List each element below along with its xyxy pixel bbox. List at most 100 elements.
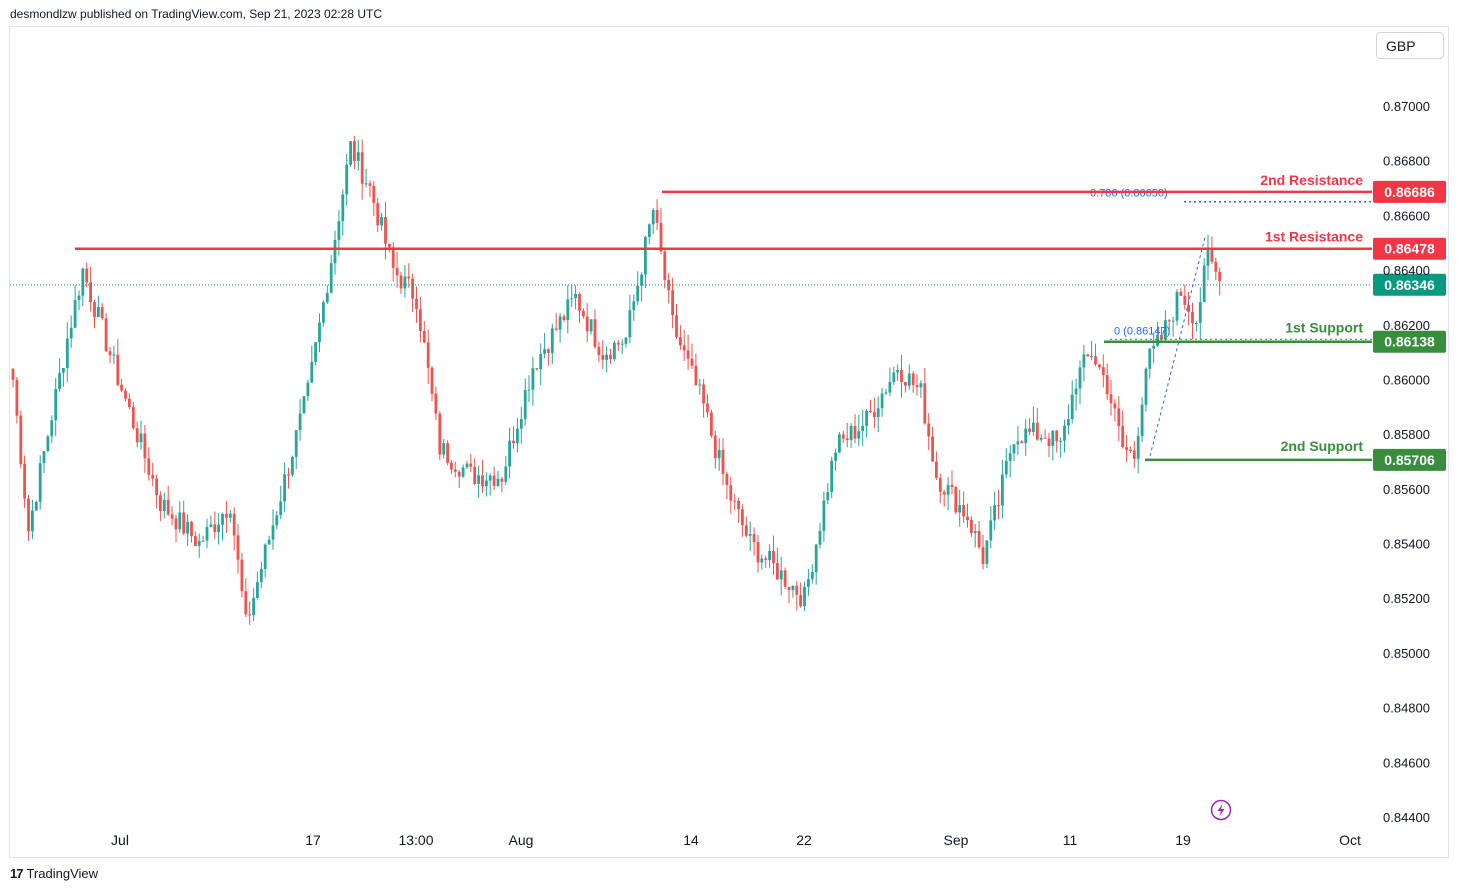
candle <box>469 453 473 473</box>
x-tick-label: 11 <box>1063 832 1078 848</box>
y-tick-label: 0.85000 <box>1383 646 1430 661</box>
candle <box>1129 446 1132 453</box>
candle <box>997 489 1000 520</box>
candle <box>849 423 853 448</box>
candle <box>1063 419 1066 453</box>
level-price-tag <box>1373 448 1446 471</box>
candle <box>954 485 958 515</box>
candle <box>325 285 329 304</box>
candle <box>861 409 865 447</box>
candle <box>585 303 589 343</box>
price-axis: 0.87000 0.86800 0.86600 0.86400 0.86200 0.860… <box>1383 99 1430 825</box>
candle <box>1191 302 1194 340</box>
candle <box>729 476 733 514</box>
last-price-text: 0.86346 <box>1384 277 1435 293</box>
candle <box>1074 378 1078 411</box>
candle <box>904 381 907 393</box>
candle <box>353 135 356 170</box>
candle <box>527 375 531 402</box>
candle <box>399 272 403 295</box>
currency-selector[interactable]: GBP <box>1376 32 1444 59</box>
candle <box>710 409 713 438</box>
candle <box>422 321 426 344</box>
candle <box>232 507 236 551</box>
candle <box>155 474 158 509</box>
candle <box>453 461 457 478</box>
level-label: 2nd Support <box>1281 438 1364 454</box>
tradingview-logo[interactable]: 17 TradingView <box>10 866 98 881</box>
level-1st-support[interactable]: 1st Support 0.86138 <box>1104 320 1446 353</box>
level-price-text: 0.86138 <box>1384 334 1435 350</box>
candle <box>1028 418 1031 436</box>
candle <box>446 440 449 466</box>
candle <box>1109 379 1113 416</box>
y-tick-label: 0.85800 <box>1383 427 1430 442</box>
candle <box>368 180 372 197</box>
candle <box>535 368 539 371</box>
candle <box>519 406 523 444</box>
candle <box>694 353 698 386</box>
candle <box>605 346 608 373</box>
y-tick-label: 0.85600 <box>1383 482 1430 497</box>
candle <box>1125 435 1128 463</box>
candle <box>609 348 612 364</box>
candle <box>108 347 112 364</box>
candle <box>1202 258 1206 303</box>
candle <box>1164 310 1167 342</box>
candle <box>554 313 558 332</box>
candle <box>376 197 380 232</box>
y-tick-label: 0.86000 <box>1383 373 1430 388</box>
level-2nd-support[interactable]: 2nd Support 0.85706 <box>1145 438 1446 471</box>
candle <box>973 524 977 548</box>
candle <box>65 322 69 382</box>
candle <box>34 500 38 511</box>
candle <box>651 208 655 234</box>
candle <box>275 511 279 530</box>
candle <box>213 511 217 539</box>
candle <box>42 451 46 474</box>
candle <box>1167 319 1171 335</box>
candle <box>907 364 911 390</box>
candle <box>228 509 232 523</box>
candle <box>721 437 725 486</box>
level-2nd-resistance[interactable]: 2nd Resistance 0.86686 <box>662 172 1446 203</box>
candle <box>403 265 407 298</box>
candle <box>919 380 923 398</box>
candle <box>302 396 306 414</box>
level-lines: 2nd Resistance 0.86686 1st Resistance 0.864… <box>75 172 1446 471</box>
candle <box>1121 410 1125 449</box>
candle <box>624 337 628 348</box>
candle <box>182 500 186 536</box>
candle <box>613 340 616 362</box>
candle <box>500 476 504 493</box>
fib-bottom-label: 0 (0.86147) <box>1114 325 1170 337</box>
candle <box>776 547 779 580</box>
candle <box>772 535 775 576</box>
tradingview-logo-icon: 17 <box>10 866 24 881</box>
candle <box>279 485 283 520</box>
candle <box>244 578 248 618</box>
candle <box>259 561 263 589</box>
candle <box>380 212 383 231</box>
candle <box>931 426 934 462</box>
y-tick-label: 0.84800 <box>1383 701 1430 716</box>
candle <box>1113 399 1117 422</box>
y-tick-label: 0.85200 <box>1383 591 1430 606</box>
candle <box>923 367 927 425</box>
candle <box>702 378 705 418</box>
lightning-icon[interactable] <box>1210 799 1232 821</box>
candle <box>655 199 659 230</box>
candle <box>69 315 73 348</box>
candle <box>1117 396 1121 442</box>
candle <box>539 343 543 386</box>
level-1st-resistance[interactable]: 1st Resistance 0.86478 <box>75 229 1446 260</box>
candle <box>679 325 682 350</box>
candle <box>170 506 174 526</box>
candle <box>240 552 244 598</box>
candle <box>1067 404 1070 435</box>
candle <box>166 485 170 517</box>
chart-frame <box>9 26 1449 858</box>
candle <box>143 425 147 473</box>
candle <box>869 399 872 413</box>
